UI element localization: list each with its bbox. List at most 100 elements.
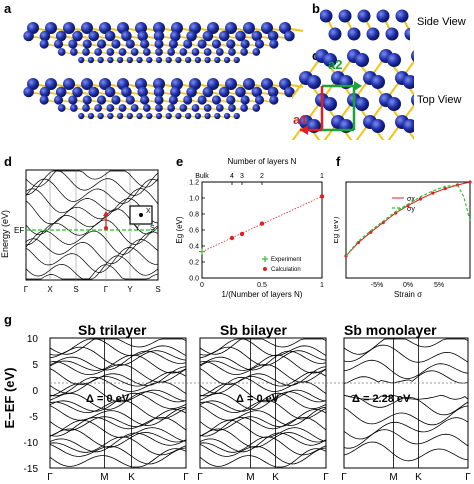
band-line — [343, 441, 469, 462]
band-line — [25, 198, 159, 225]
band-line — [343, 394, 469, 416]
sb-atom — [155, 112, 163, 120]
band-line — [343, 344, 469, 363]
band-line — [49, 405, 187, 426]
kpoint-label: M — [100, 472, 108, 483]
sb-atom — [88, 86, 100, 98]
bz-gamma-point — [139, 213, 143, 217]
sb-atom — [23, 86, 34, 98]
sb-atom — [55, 86, 67, 98]
sb-atom — [125, 95, 135, 105]
sb-atom — [307, 75, 321, 89]
band-line — [49, 366, 187, 386]
sb-atom — [94, 48, 103, 56]
kpoint-label: Γ — [104, 285, 109, 294]
sb-atom — [252, 104, 261, 112]
sb-atom — [142, 48, 151, 56]
band-line — [25, 178, 159, 204]
sb-atom — [226, 39, 236, 49]
sb-atom — [191, 104, 200, 112]
sb-atom — [395, 9, 409, 23]
x-tick-label: -5% — [371, 282, 383, 289]
sb-atom — [55, 30, 67, 42]
y-tick-label: 5 — [32, 360, 38, 371]
sb-atom — [111, 39, 121, 49]
sb-atom — [203, 104, 212, 112]
sb-atom — [355, 97, 369, 111]
y-tick-label: 0.2 — [189, 260, 199, 267]
sb-atom — [168, 39, 178, 49]
sb-atom — [82, 39, 92, 49]
sb-atom — [240, 48, 248, 56]
band-line — [343, 359, 469, 379]
band-line — [199, 371, 327, 394]
ef-label: EF — [14, 226, 24, 235]
subplot-frame — [199, 337, 327, 469]
sb-atom — [87, 112, 95, 120]
panel-d-ylabel: Energy (eV) — [0, 210, 10, 258]
y-tick-label: 0.4 — [189, 244, 199, 251]
sigma-x-point — [418, 197, 422, 201]
sb-atom — [228, 104, 236, 112]
sb-atom — [183, 39, 193, 49]
sb-atom — [214, 112, 221, 120]
x-tick-label: 1 — [320, 282, 324, 289]
sb-atom — [81, 78, 93, 90]
x-tick-label: 0 — [200, 282, 204, 289]
band-line — [49, 428, 187, 448]
band-line — [49, 391, 187, 410]
band-line — [49, 444, 187, 465]
panel-g-ylabel: E−EF (eV) — [2, 367, 17, 428]
sb-atom — [240, 39, 250, 49]
sb-atom — [183, 95, 193, 105]
kpoint-label: Γ — [183, 472, 189, 483]
sb-atom — [97, 56, 104, 64]
panel-e-chart: Number of layers N Bulk 4 3 2 1 0.0 0.2 0.4 0.6 0.… — [175, 157, 325, 299]
kpoint-label: Γ — [197, 472, 203, 483]
sb-atom — [116, 112, 124, 120]
sb-atom — [94, 104, 103, 112]
sb-atom — [371, 75, 385, 89]
band-line — [49, 338, 187, 355]
a2-label: a2 — [328, 57, 343, 72]
band-line — [199, 405, 327, 426]
sb-atom — [146, 112, 153, 120]
sb-atom — [267, 86, 279, 98]
sb-atom — [211, 95, 221, 105]
band-line — [25, 170, 159, 196]
gap-annotation: Δ = 0 eV — [236, 393, 280, 405]
band-line — [199, 376, 327, 397]
kpoint-label: K — [415, 472, 422, 483]
sb-atom — [215, 48, 224, 56]
sb-atom — [197, 95, 207, 105]
y-tick-label: 0 — [32, 386, 38, 397]
top-tick-label: Bulk — [195, 173, 209, 180]
sb-atom — [251, 86, 263, 98]
panel-f-ylabel: Eg (eV) — [334, 216, 340, 243]
sb-atom — [170, 30, 181, 42]
legend-sigma-x: σx — [407, 196, 415, 203]
top-tick-label: 4 — [230, 173, 234, 180]
sb-atom — [121, 30, 132, 42]
sigma-x-point — [431, 191, 435, 195]
sb-atom — [251, 30, 263, 42]
sb-atom — [57, 104, 66, 112]
sb-atom — [267, 30, 279, 42]
sigma-x-point — [443, 187, 447, 191]
sb-atom — [104, 30, 116, 42]
sb-atom — [252, 48, 261, 56]
sb-atom — [39, 39, 49, 49]
sb-atom — [99, 78, 111, 90]
sb-atom — [387, 53, 401, 67]
sb-atom — [225, 22, 237, 34]
sb-atom — [153, 86, 165, 98]
bz-y-label: Y — [135, 225, 140, 232]
panel-a-structure — [23, 22, 304, 120]
kpoint-label: Γ — [323, 472, 329, 483]
band-line — [199, 391, 327, 410]
kpoint-label: S — [155, 285, 160, 294]
sb-atom — [137, 86, 148, 98]
sb-atom — [376, 9, 390, 23]
sb-atom — [39, 86, 51, 98]
sb-atom — [137, 30, 148, 42]
